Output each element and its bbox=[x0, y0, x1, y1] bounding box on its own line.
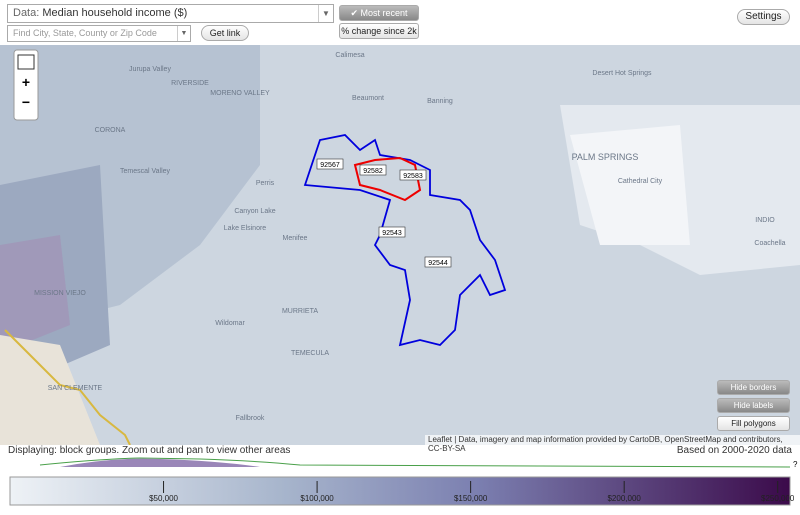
place-label: Lake Elsinore bbox=[224, 225, 267, 232]
zip-label: 92543 bbox=[382, 230, 402, 237]
place-label: Canyon Lake bbox=[234, 208, 275, 215]
legend-tick-label: $250,000 bbox=[761, 494, 795, 503]
place-label: Coachella bbox=[754, 240, 785, 247]
svg-text:−: − bbox=[22, 94, 30, 110]
zip-label-box bbox=[378, 226, 406, 238]
search-placeholder: Find City, State, County or Zip Code bbox=[13, 28, 157, 38]
place-label: Beaumont bbox=[352, 95, 384, 102]
search-box[interactable]: Find City, State, County or Zip Code ▼ bbox=[7, 25, 191, 42]
get-link-button[interactable]: Get link bbox=[201, 25, 249, 41]
place-label: RIVERSIDE bbox=[171, 80, 209, 87]
svg-text:+: + bbox=[22, 74, 30, 90]
legend-tick-label: $100,000 bbox=[300, 494, 334, 503]
data-select[interactable]: Data: Median household income ($) ▼ bbox=[7, 4, 334, 23]
legend-tick-label: $50,000 bbox=[149, 494, 178, 503]
place-label: Calimesa bbox=[335, 52, 364, 59]
place-label: PALM SPRINGS bbox=[572, 152, 639, 162]
place-label: Fallbrook bbox=[236, 415, 265, 422]
most-recent-button[interactable]: ✔ Most recent value bbox=[339, 5, 419, 32]
place-label: Cathedral City bbox=[618, 178, 663, 185]
data-label: Data: bbox=[13, 7, 40, 19]
place-label: MISSION VIEJO bbox=[34, 290, 86, 297]
legend: $50,000 $100,000 $150,000 $200,000 $250,000? bbox=[9, 457, 798, 506]
place-label: SAN CLEMENTE bbox=[48, 385, 103, 392]
status-displaying: Displaying: block groups. Zoom out and p… bbox=[8, 445, 291, 456]
zip-label-box bbox=[359, 164, 387, 176]
zip-label: 92583 bbox=[403, 173, 423, 180]
place-label: Desert Hot Springs bbox=[592, 70, 652, 77]
map-button[interactable]: Hide borders bbox=[717, 380, 790, 395]
place-label: Jurupa Valley bbox=[129, 66, 171, 73]
status-based-on: Based on 2000-2020 data bbox=[676, 445, 792, 456]
zip-label-box bbox=[316, 158, 344, 170]
place-label: MORENO VALLEY bbox=[210, 90, 270, 97]
zip-label-box bbox=[424, 256, 452, 268]
place-label: Banning bbox=[427, 98, 453, 105]
place-label: MURRIETA bbox=[282, 308, 318, 315]
legend-unknown: ? bbox=[793, 460, 798, 469]
place-label: Temescal Valley bbox=[120, 168, 171, 175]
zip-label: 92582 bbox=[363, 168, 383, 175]
place-label: INDIO bbox=[755, 217, 775, 224]
place-label: Menifee bbox=[283, 235, 308, 242]
legend-tick-label: $200,000 bbox=[607, 494, 641, 503]
map-button[interactable]: Fill polygons bbox=[717, 416, 790, 431]
pct-change-button[interactable]: % change since 2k bbox=[339, 23, 419, 39]
map-attribution: Leaflet | Data, imagery and map informat… bbox=[425, 435, 800, 453]
place-label: Wildomar bbox=[215, 320, 245, 327]
place-label: CORONA bbox=[95, 127, 126, 134]
map-button[interactable]: Hide labels bbox=[717, 398, 790, 413]
zip-label: 92544 bbox=[428, 260, 448, 267]
settings-button[interactable]: Settings bbox=[737, 9, 790, 25]
zip-label-box bbox=[399, 169, 427, 181]
place-label: Perris bbox=[256, 180, 275, 187]
place-label: TEMECULA bbox=[291, 350, 329, 357]
legend-tick-label: $150,000 bbox=[454, 494, 488, 503]
data-value: Median household income ($) bbox=[42, 7, 188, 19]
zip-label: 92567 bbox=[320, 162, 340, 169]
